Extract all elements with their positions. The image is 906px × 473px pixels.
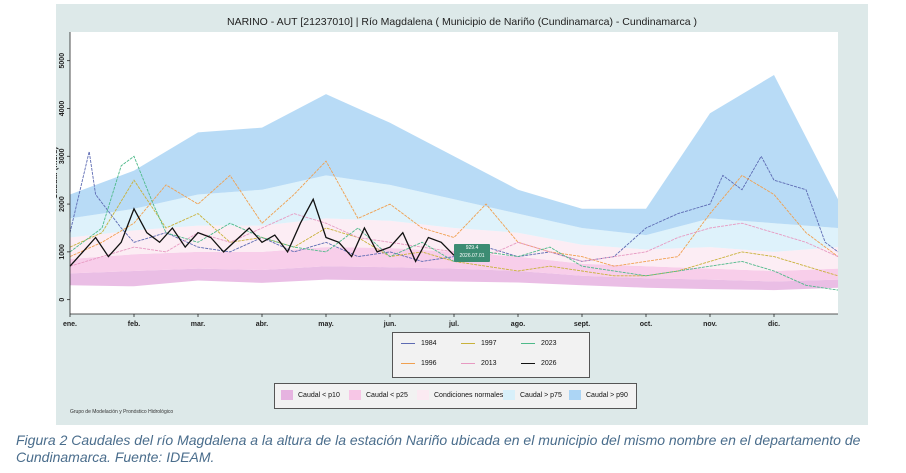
legend-label-1997: 1997 [481, 340, 497, 347]
series-line-2026 [69, 197, 455, 267]
legend-item-normal: Condiciones normales [417, 390, 503, 400]
credit-text: Grupo de Modelación y Pronóstico Hidroló… [70, 409, 174, 415]
chart-plot: 0 1000 2000 3000 4000 5000 ene. feb. mar. abr. may… [56, 32, 839, 328]
y-tick-label-4000: 4000 [59, 101, 66, 117]
legend-box-normal [417, 390, 429, 400]
legend-item-p75: Caudal > p75 [503, 390, 562, 400]
x-tick-label-0: ene. [63, 321, 77, 328]
x-tick-label-8: sept. [574, 321, 590, 328]
legend-item-p25: Caudal < p25 [349, 390, 408, 400]
legend-label-p10: Caudal < p10 [298, 391, 340, 399]
series-line-2023 [69, 155, 839, 291]
x-tick-label-5: jun. [383, 321, 396, 328]
legend-label-p25: Caudal < p25 [366, 391, 408, 399]
legend-label-normal: Condiciones normales [434, 391, 504, 399]
legend-swatch-1996 [401, 363, 415, 364]
legend-item-1997: 1997 [461, 340, 497, 347]
legend-swatch-1997 [461, 343, 475, 344]
tooltip-date: 2026.07.01 [459, 253, 485, 259]
legend-swatch-2013 [461, 363, 475, 364]
legend-label-2023: 2023 [541, 340, 557, 347]
legend-label-1996: 1996 [421, 360, 437, 367]
figure-caption: Figura 2 Caudales del río Magdalena a la… [16, 432, 861, 465]
legend-box-p10 [281, 390, 293, 400]
x-tick-label-10: nov. [703, 321, 717, 328]
x-tick-label-11: dic. [768, 321, 780, 328]
tooltip-value: 929.4 [465, 245, 479, 251]
y-tick-label-0: 0 [59, 298, 66, 302]
legend-item-2023: 2023 [521, 340, 557, 347]
legend-label-p90: Caudal > p90 [586, 391, 628, 399]
legend-item-p90: Caudal > p90 [569, 390, 628, 400]
band-3 [70, 175, 838, 252]
y-tick-label-1000: 1000 [59, 244, 66, 260]
series-line-1997 [69, 179, 839, 277]
series-legend: 1984 1997 2023 1996 2013 2026 [392, 332, 590, 378]
legend-box-p25 [349, 390, 361, 400]
x-tick-label-2: mar. [191, 321, 205, 328]
band-0 [70, 266, 838, 291]
band-legend: Caudal < p10 Caudal < p25 Condiciones no… [274, 383, 637, 409]
y-tick-label-5000: 5000 [59, 53, 66, 69]
x-tick-label-1: feb. [128, 321, 141, 328]
legend-swatch-2026 [521, 363, 535, 364]
legend-item-2026: 2026 [521, 360, 557, 367]
x-tick-label-3: abr. [256, 321, 269, 328]
chart-title: NARINO - AUT [21237010] | Río Magdalena … [227, 16, 697, 28]
band-1 [70, 247, 838, 282]
latest-value-tooltip: 929.4 2026.07.01 [454, 244, 490, 262]
x-tick-label-7: ago. [511, 321, 525, 328]
legend-item-1984: 1984 [401, 340, 437, 347]
legend-swatch-2023 [521, 343, 535, 344]
legend-label-p75: Caudal > p75 [520, 391, 562, 399]
series-line-1996 [69, 160, 839, 267]
legend-label-2013: 2013 [481, 360, 497, 367]
y-tick-label-2000: 2000 [59, 196, 66, 212]
legend-item-p10: Caudal < p10 [281, 390, 340, 400]
legend-box-p90 [569, 390, 581, 400]
legend-label-1984: 1984 [421, 340, 437, 347]
band-4 [70, 75, 838, 236]
legend-item-1996: 1996 [401, 360, 437, 367]
y-axis-title: Caudal (m3/s) [56, 146, 59, 199]
x-tick-label-9: oct. [640, 321, 653, 328]
legend-box-p75 [503, 390, 515, 400]
legend-item-2013: 2013 [461, 360, 497, 367]
x-tick-label-4: may. [318, 321, 333, 328]
y-tick-label-3000: 3000 [59, 148, 66, 164]
x-tick-label-6: jul. [448, 321, 459, 328]
legend-swatch-1984 [401, 343, 415, 344]
chart-frame: NARINO - AUT [21237010] | Río Magdalena … [56, 4, 868, 425]
legend-label-2026: 2026 [541, 360, 557, 367]
